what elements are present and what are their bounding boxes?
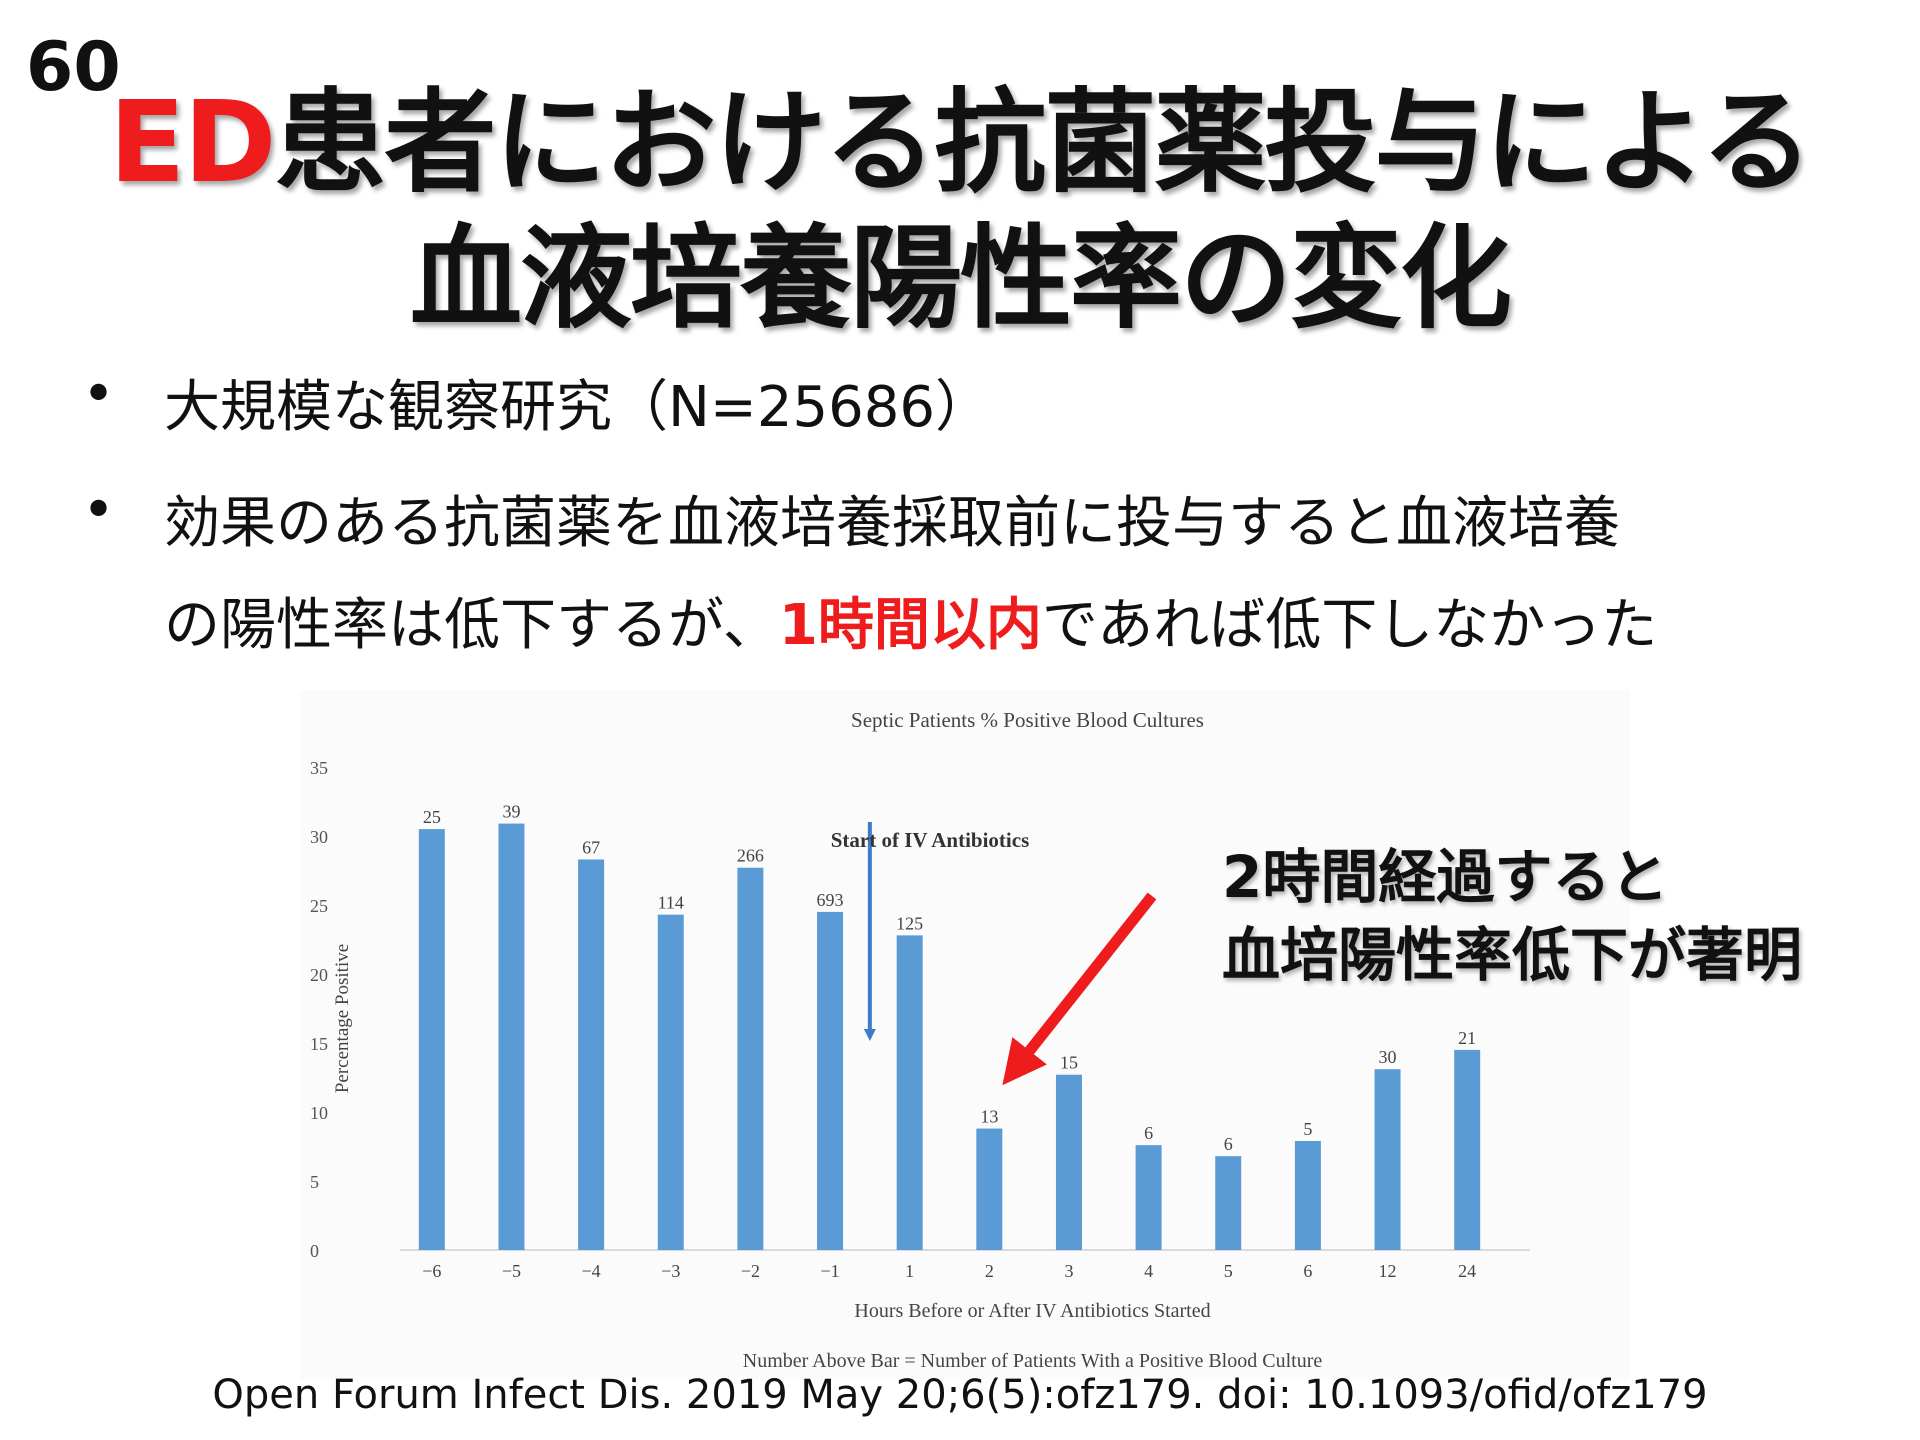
bar-data-label: 125 <box>896 913 923 933</box>
bar-data-label: 5 <box>1303 1119 1312 1139</box>
x-tick-label: 12 <box>1379 1261 1397 1281</box>
bar <box>1374 1069 1401 1250</box>
bar-data-label: 21 <box>1458 1028 1476 1048</box>
x-tick-label: −5 <box>502 1261 521 1281</box>
x-tick-label: 5 <box>1224 1261 1233 1281</box>
x-tick-label: 3 <box>1064 1261 1073 1281</box>
bullet-2-text-line-1: 効果のある抗菌薬を血液培養採取前に投与すると血液培養 <box>164 491 1620 556</box>
y-tick-label: 20 <box>310 965 328 985</box>
bar <box>1294 1140 1321 1250</box>
x-tick-label: −1 <box>820 1261 839 1281</box>
chart-footnote: Number Above Bar = Number of Patients Wi… <box>743 1350 1323 1372</box>
bar-data-label: 25 <box>423 807 441 827</box>
y-tick-label: 25 <box>310 896 328 916</box>
citation: Open Forum Infect Dis. 2019 May 20;6(5):… <box>212 1372 1708 1418</box>
slide-title-line-1: ED患者における抗菌薬投与による <box>0 52 1920 214</box>
bar <box>737 867 764 1250</box>
bar-data-label: 693 <box>817 890 844 910</box>
bullet-marker: • <box>82 478 116 543</box>
x-tick-label: 4 <box>1144 1261 1153 1281</box>
x-axis-label: Hours Before or After IV Antibiotics Sta… <box>854 1300 1210 1322</box>
x-tick-label: −4 <box>582 1261 601 1281</box>
annotation-callout: 2時間経過すると 血培陽性率低下が著明 <box>1222 838 1802 994</box>
bar-data-label: 67 <box>582 837 600 857</box>
bar <box>1454 1049 1481 1250</box>
y-tick-label: 10 <box>310 1103 328 1123</box>
bullet-1-text: 大規模な観察研究（N=25686） <box>164 375 991 440</box>
bullet-2-text-line-2: の陽性率は低下するが、1時間以内であれば低下しなかった <box>164 580 1657 661</box>
y-tick-label: 30 <box>310 827 328 847</box>
x-tick-label: −2 <box>741 1261 760 1281</box>
x-tick-label: −3 <box>661 1261 680 1281</box>
title-accent-ed: ED <box>108 78 276 208</box>
x-tick-label: 2 <box>985 1261 994 1281</box>
y-axis-label: Percentage Positive <box>332 944 353 1093</box>
start-antibiotics-label: Start of IV Antibiotics <box>831 828 1030 852</box>
x-tick-label: 24 <box>1458 1261 1476 1281</box>
annotation-red-arrow <box>1002 892 1157 1086</box>
bar-data-label: 15 <box>1060 1053 1078 1073</box>
bullet-2-text-before: の陽性率は低下するが、 <box>164 593 779 658</box>
annotation-line-1: 2時間経過すると <box>1222 843 1669 911</box>
bar <box>817 911 844 1250</box>
bar <box>976 1128 1003 1250</box>
bullet-marker: • <box>82 362 116 427</box>
title-line-1-text: 患者における抗菌薬投与による <box>274 78 1813 208</box>
bar-data-label: 30 <box>1379 1047 1397 1067</box>
x-tick-label: −6 <box>422 1261 441 1281</box>
slide-number: 60 <box>26 28 121 107</box>
bar-data-label: 39 <box>502 802 520 822</box>
slide-title-line-2: 血液培養陽性率の変化 <box>410 214 1512 344</box>
bar <box>1055 1074 1082 1250</box>
chart-title: Septic Patients % Positive Blood Culture… <box>851 708 1204 732</box>
bar <box>896 935 923 1250</box>
bar-data-label: 114 <box>658 893 684 913</box>
bullet-2-text-after: であれば低下しなかった <box>1041 593 1658 658</box>
bar-data-label: 6 <box>1144 1123 1153 1143</box>
bar-data-label: 266 <box>737 846 764 866</box>
bar-data-label: 13 <box>980 1107 998 1127</box>
x-tick-label: 6 <box>1303 1261 1312 1281</box>
bar-data-label: 6 <box>1224 1134 1233 1154</box>
bar-chart: Septic Patients % Positive Blood Culture… <box>310 708 1530 1372</box>
bar <box>657 914 684 1250</box>
bar <box>1215 1156 1242 1250</box>
bar <box>578 859 605 1250</box>
bullet-2-highlight: 1時間以内 <box>778 593 1042 658</box>
y-tick-label: 15 <box>310 1034 328 1054</box>
y-tick-label: 5 <box>310 1172 319 1192</box>
bar <box>418 829 445 1250</box>
bar <box>498 823 525 1250</box>
y-tick-label: 0 <box>310 1241 319 1261</box>
annotation-line-2: 血培陽性率低下が著明 <box>1222 921 1803 989</box>
x-tick-label: 1 <box>905 1261 914 1281</box>
y-tick-label: 35 <box>310 758 328 778</box>
chart-panel: Septic Patients % Positive Blood Culture… <box>300 690 1630 1380</box>
bar <box>1135 1145 1162 1250</box>
